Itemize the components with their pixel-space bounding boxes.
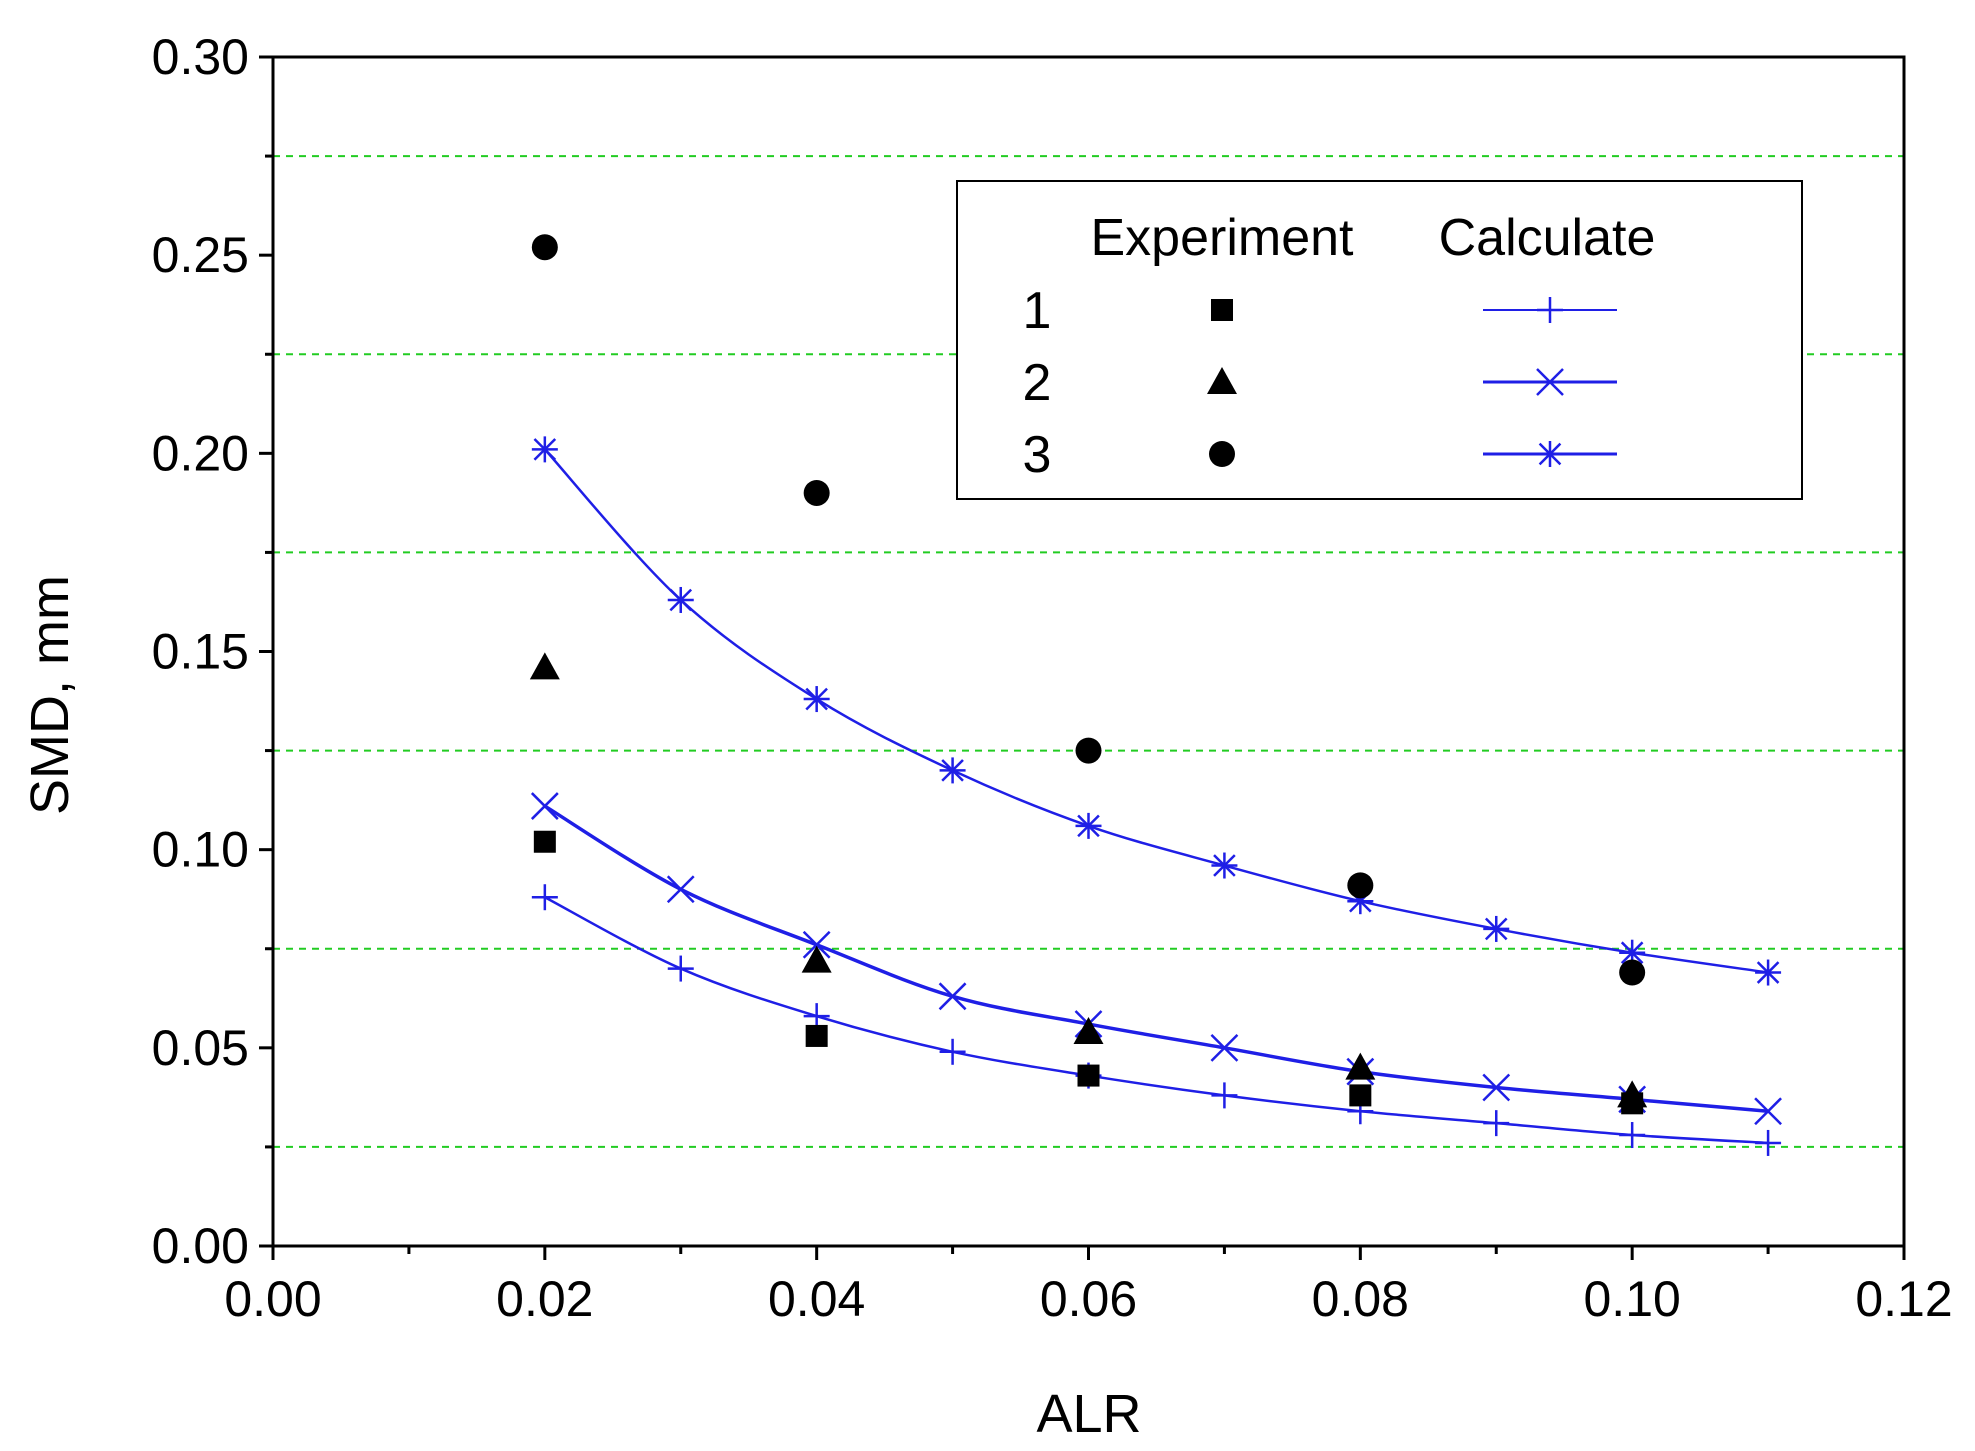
x-tick-label: 0.00: [224, 1271, 321, 1327]
x-axis-title: ALR: [1036, 1384, 1141, 1444]
legend-row-label: 1: [1023, 282, 1052, 340]
calc-point-1: [1483, 1110, 1510, 1137]
legend-line-marker-3: [1537, 441, 1563, 467]
calc-line-2: [543, 804, 1769, 1113]
calc-point-1: [531, 884, 558, 911]
y-tick-label: 0.05: [152, 1020, 249, 1076]
x-marker-b: [802, 930, 831, 959]
y-tick-label: 0.00: [152, 1218, 249, 1274]
legend-symbols: [1207, 297, 1617, 467]
x-tick-label: 0.12: [1855, 1271, 1952, 1327]
x-marker-b: [938, 982, 967, 1011]
legend-row-label: 2: [1023, 354, 1052, 412]
axis-ticks: [259, 55, 1906, 1260]
exp-point-2: [1345, 1052, 1376, 1080]
exp-point-2: [801, 945, 832, 973]
legend-header-experiment: Experiment: [1091, 209, 1355, 267]
calc-point-1: [939, 1038, 966, 1065]
y-axis-title: SMD, mm: [20, 575, 80, 815]
exp-point-1: [805, 1024, 828, 1047]
x-marker-b: [530, 792, 559, 820]
y-tick-label: 0.20: [152, 425, 249, 481]
calc-point-2: [1482, 1073, 1511, 1102]
exp-point-2: [529, 652, 560, 680]
exp-point-3: [531, 234, 558, 261]
legend-marker-1: [1211, 299, 1233, 321]
x-marker-b: [1754, 1097, 1782, 1126]
x-tick-label: 0.10: [1584, 1271, 1681, 1327]
calc-point-2: [530, 792, 559, 820]
x-marker-b: [1536, 368, 1564, 396]
calc-point-2: [666, 875, 695, 904]
calc-point-3: [1211, 852, 1238, 879]
calc-point-3: [1075, 812, 1102, 839]
calc-point-1: [1755, 1129, 1782, 1156]
y-tick-label: 0.30: [152, 29, 249, 85]
y-tick-labels: 0.00 0.05 0.10 0.15 0.20 0.25 0.30: [152, 29, 249, 1274]
calc-point-3: [939, 757, 966, 784]
y-tick-label: 0.25: [152, 227, 249, 283]
exp-point-1: [1349, 1084, 1372, 1107]
calc-point-3: [1483, 915, 1510, 942]
exp-point-1: [533, 830, 556, 853]
exp-point-2: [1073, 1016, 1104, 1044]
legend-marker-3: [1209, 441, 1235, 467]
legend-marker-2: [1207, 367, 1237, 394]
exp-point-3: [1347, 872, 1374, 899]
exp-point-3: [803, 479, 830, 506]
exp-point-3: [1619, 959, 1646, 986]
calc-point-1: [1619, 1122, 1646, 1149]
exp-point-3: [1075, 737, 1102, 764]
x-tick-label: 0.06: [1040, 1271, 1137, 1327]
calc-point-3: [803, 686, 830, 713]
calc-point-1: [803, 1003, 830, 1030]
experiment-series: [529, 234, 1648, 1115]
calc-line-3: [543, 448, 1769, 974]
x-marker-b: [1210, 1033, 1239, 1062]
calc-point-3: [531, 436, 558, 463]
exp-point-1: [1077, 1064, 1100, 1087]
y-tick-label: 0.10: [152, 822, 249, 878]
calc-point-1: [667, 955, 694, 982]
legend-row-label: 3: [1023, 426, 1052, 484]
calc-point-3: [667, 586, 694, 613]
legend-line-marker-2: [1536, 368, 1564, 396]
legend-box: [956, 180, 1803, 500]
calc-point-2: [802, 930, 831, 959]
x-tick-label: 0.02: [496, 1271, 593, 1327]
calc-point-2: [938, 982, 967, 1011]
exp-point-2: [1617, 1080, 1648, 1108]
x-marker-b: [1482, 1073, 1511, 1102]
y-tick-label: 0.15: [152, 624, 249, 680]
legend-line-marker-1: [1537, 297, 1563, 323]
calc-point-1: [1211, 1082, 1238, 1109]
calc-line-1: [544, 896, 1769, 1145]
legend: Experiment Calculate 1 2 3: [956, 180, 1803, 500]
x-marker-b: [666, 875, 695, 904]
calc-point-2: [1754, 1097, 1782, 1126]
calc-point-3: [1755, 959, 1782, 986]
x-tick-label: 0.04: [768, 1271, 865, 1327]
x-tick-labels: 0.00 0.02 0.04 0.06 0.08 0.10 0.12: [224, 1271, 1952, 1327]
calc-point-2: [1210, 1033, 1239, 1062]
legend-header-calculate: Calculate: [1439, 209, 1656, 267]
x-tick-label: 0.08: [1312, 1271, 1409, 1327]
